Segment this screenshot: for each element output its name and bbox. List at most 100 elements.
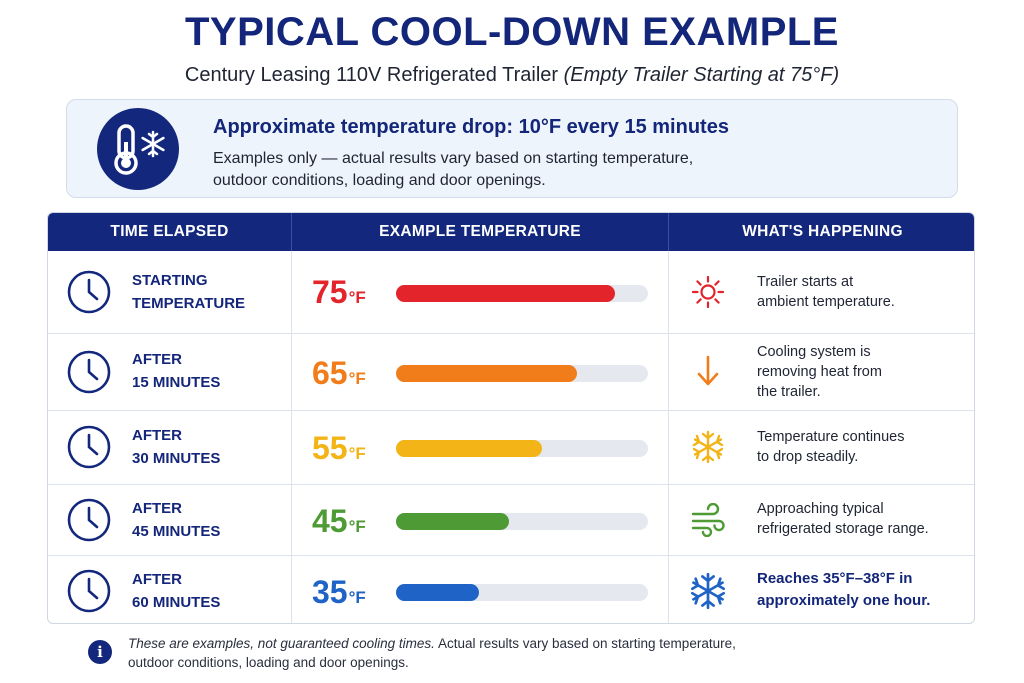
table-row: STARTING TEMPERATURE 75°F	[48, 251, 974, 333]
cooldown-table: TIME ELAPSED EXAMPLE TEMPERATURE WHAT'S …	[47, 212, 975, 624]
happening-line: approximately one hour.	[757, 592, 931, 609]
time-label-line-1: AFTER	[132, 351, 182, 368]
wind-icon	[691, 503, 725, 537]
callout-box: Approximate temperature drop: 10°F every…	[66, 99, 958, 198]
table-row: AFTER 60 MINUTES 35°F	[48, 555, 974, 623]
page-subtitle: Century Leasing 110V Refrigerated Traile…	[0, 64, 1024, 87]
temp-number: 65	[312, 355, 348, 391]
table-row: AFTER 15 MINUTES 65°F Cooling system is …	[48, 333, 974, 410]
temp-bar-track	[396, 285, 648, 302]
temp-number: 45	[312, 503, 348, 539]
happening-line: Approaching typical	[757, 501, 884, 517]
header-time-elapsed: TIME ELAPSED	[110, 223, 229, 240]
time-cell: AFTER 15 MINUTES	[48, 334, 291, 410]
callout-line-2: outdoor conditions, loading and door ope…	[213, 172, 546, 189]
subtitle-italic: (Empty Trailer Starting at 75°F)	[563, 64, 840, 86]
time-label: AFTER 30 MINUTES	[132, 424, 220, 470]
time-label-line-2: 60 MINUTES	[132, 594, 221, 611]
clock-icon	[67, 569, 111, 613]
time-cell: AFTER 45 MINUTES	[48, 485, 291, 555]
footer-italic: These are examples, not guaranteed cooli…	[128, 636, 435, 651]
happening-line: Temperature continues	[757, 429, 905, 445]
time-label: AFTER 45 MINUTES	[132, 497, 220, 543]
time-label: AFTER 15 MINUTES	[132, 348, 220, 394]
footer-rest: Actual results vary based on starting te…	[434, 636, 736, 651]
callout-heading: Approximate temperature drop: 10°F every…	[213, 116, 729, 138]
header-whats-happening: WHAT'S HAPPENING	[668, 213, 974, 251]
happening-cell: Approaching typical refrigerated storage…	[668, 485, 974, 555]
time-label-line-1: AFTER	[132, 427, 182, 444]
happening-text: Trailer starts at ambient temperature.	[757, 272, 967, 312]
temp-value: 65°F	[312, 355, 366, 397]
temp-unit: °F	[348, 369, 366, 388]
sun-icon	[691, 275, 725, 309]
happening-cell: Reaches 35°F–38°F in approximately one h…	[668, 556, 974, 623]
happening-text: Temperature continues to drop steadily.	[757, 427, 967, 467]
table-row: AFTER 30 MINUTES 55°F	[48, 410, 974, 484]
temp-value: 55°F	[312, 430, 366, 472]
happening-cell: Temperature continues to drop steadily.	[668, 411, 974, 484]
temp-value: 35°F	[312, 574, 366, 616]
snowflake-icon	[692, 430, 724, 464]
temp-value: 45°F	[312, 503, 366, 545]
happening-line: Trailer starts at	[757, 274, 854, 290]
temp-unit: °F	[348, 288, 366, 307]
subtitle-main: Century Leasing 110V Refrigerated Traile…	[184, 64, 559, 86]
footer-line-2: outdoor conditions, loading and door ope…	[128, 655, 409, 670]
temp-number: 35	[312, 574, 348, 610]
header-example-temperature: EXAMPLE TEMPERATURE	[291, 213, 668, 251]
temp-unit: °F	[348, 588, 366, 607]
time-cell: AFTER 30 MINUTES	[48, 411, 291, 484]
temp-cell: 35°F	[291, 556, 668, 623]
arrow-down-icon	[697, 355, 719, 386]
thermometer-snowflake-icon	[97, 108, 179, 190]
happening-text: Cooling system is removing heat from the…	[757, 342, 967, 402]
temp-bar-track	[396, 513, 648, 530]
clock-icon	[67, 498, 111, 542]
happening-cell: Trailer starts at ambient temperature.	[668, 251, 974, 333]
time-label-line-2: 30 MINUTES	[132, 450, 221, 467]
temp-number: 55	[312, 430, 348, 466]
time-cell: STARTING TEMPERATURE	[48, 251, 291, 333]
time-label-line-2: 15 MINUTES	[132, 374, 221, 391]
temp-value: 75°F	[312, 274, 366, 316]
happening-text: Approaching typical refrigerated storage…	[757, 499, 967, 539]
footer-line-1: These are examples, not guaranteed cooli…	[128, 634, 888, 653]
happening-cell: Cooling system is removing heat from the…	[668, 334, 974, 410]
happening-line: Reaches 35°F–38°F in	[757, 570, 913, 587]
happening-line: removing heat from	[757, 364, 882, 380]
temp-bar-fill	[396, 365, 578, 382]
happening-text: Reaches 35°F–38°F in approximately one h…	[757, 568, 972, 612]
snowflake-icon	[691, 572, 725, 610]
clock-icon	[67, 425, 111, 469]
time-label-line-2: TEMPERATURE	[132, 295, 246, 312]
temp-bar-track	[396, 440, 648, 457]
page-title: TYPICAL COOL-DOWN EXAMPLE	[185, 10, 839, 54]
temp-cell: 55°F	[291, 411, 668, 484]
time-label: STARTING TEMPERATURE	[132, 269, 245, 315]
clock-icon	[67, 270, 111, 314]
time-label-line-1: AFTER	[132, 500, 182, 517]
temp-bar-track	[396, 584, 648, 601]
temp-unit: °F	[348, 444, 366, 463]
time-label-line-1: AFTER	[132, 571, 182, 588]
time-label: AFTER 60 MINUTES	[132, 568, 220, 614]
temp-cell: 75°F	[291, 251, 668, 333]
temp-bar-fill	[396, 584, 480, 601]
info-icon: i	[88, 640, 112, 664]
time-label-line-1: STARTING	[132, 272, 208, 289]
callout-body: Examples only — actual results vary base…	[213, 148, 833, 192]
happening-line: ambient temperature.	[757, 294, 895, 310]
temp-cell: 45°F	[291, 485, 668, 555]
temp-bar-fill	[396, 285, 616, 302]
time-cell: AFTER 60 MINUTES	[48, 556, 291, 623]
happening-line: the trailer.	[757, 384, 821, 400]
happening-line: to drop steadily.	[757, 449, 859, 465]
temp-bar-fill	[396, 513, 510, 530]
clock-icon	[67, 350, 111, 394]
table-header: TIME ELAPSED EXAMPLE TEMPERATURE WHAT'S …	[48, 213, 974, 251]
temp-number: 75	[312, 274, 348, 310]
temp-bar-track	[396, 365, 648, 382]
time-label-line-2: 45 MINUTES	[132, 523, 221, 540]
footer-note: These are examples, not guaranteed cooli…	[128, 634, 888, 672]
